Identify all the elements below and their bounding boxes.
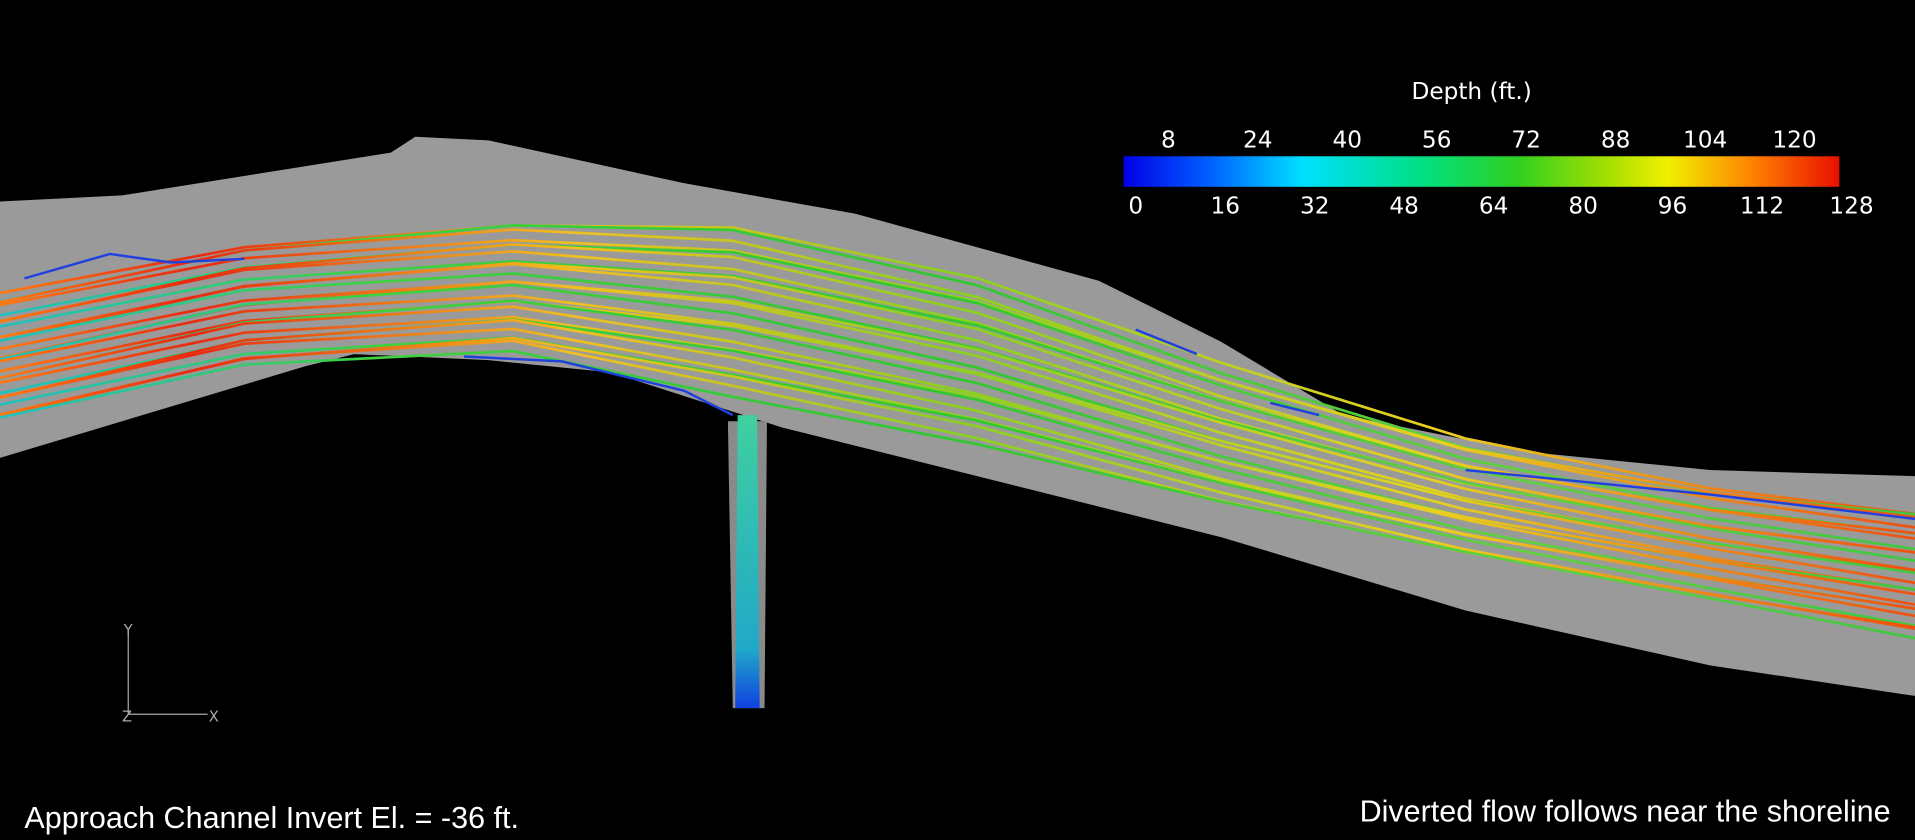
colorbar-top-tick-label: 8 xyxy=(1161,127,1176,154)
triad-z-label: Z xyxy=(122,709,132,726)
colorbar xyxy=(1124,156,1840,187)
colorbar-bottom-tick-label: 112 xyxy=(1740,193,1784,220)
colorbar-bottom-tick-label: 16 xyxy=(1211,193,1241,220)
colorbar-bottom-tick-label: 96 xyxy=(1658,193,1688,220)
colorbar-bottom-tick-label: 128 xyxy=(1829,193,1873,220)
colorbar-top-tick-label: 72 xyxy=(1511,127,1541,154)
triad-y-label: Y xyxy=(123,622,133,639)
caption-right: Diverted flow follows near the shoreline xyxy=(1360,795,1891,829)
colorbar-bottom-tick-label: 32 xyxy=(1300,193,1330,220)
visualization: Y Z X Depth (ft.) Approach Channel Inver… xyxy=(0,0,1915,840)
page: Y Z X Depth (ft.) Approach Channel Inver… xyxy=(0,0,1915,840)
colorbar-top-tick-label: 120 xyxy=(1772,127,1816,154)
colorbar-top-tick-label: 104 xyxy=(1683,127,1727,154)
colorbar-top-tick-label: 88 xyxy=(1601,127,1631,154)
triad-x-label: X xyxy=(209,709,219,726)
caption-left: Approach Channel Invert El. = -36 ft. xyxy=(24,801,519,835)
colorbar-bottom-tick-label: 80 xyxy=(1568,193,1598,220)
colorbar-bottom-tick-label: 64 xyxy=(1479,193,1509,220)
colorbar-title: Depth (ft.) xyxy=(1412,78,1532,105)
colorbar-bottom-tick-label: 0 xyxy=(1128,193,1143,220)
colorbar-top-tick-label: 56 xyxy=(1422,127,1452,154)
colorbar-top-tick-label: 40 xyxy=(1332,127,1362,154)
diversion-flow xyxy=(735,415,759,708)
colorbar-bottom-tick-label: 48 xyxy=(1389,193,1419,220)
colorbar-top-tick-label: 24 xyxy=(1243,127,1273,154)
